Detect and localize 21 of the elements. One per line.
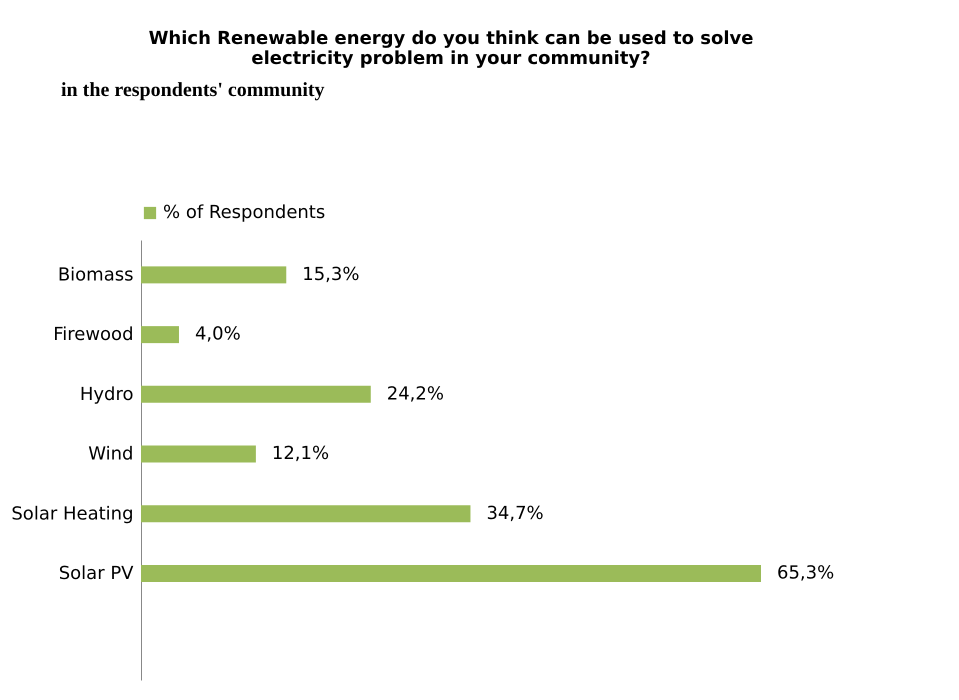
bar [141, 326, 179, 344]
data-label: 12,1% [272, 443, 330, 464]
bar [141, 446, 256, 463]
data-label: 34,7% [486, 502, 544, 524]
legend-label: % of Respondents [163, 202, 326, 223]
bar [141, 505, 470, 522]
y-tick-label: Hydro [80, 384, 134, 405]
data-label: 15,3% [302, 264, 360, 285]
y-tick-label: Wind [88, 444, 134, 465]
y-tick-label: Firewood [53, 324, 134, 346]
chart-title: Which Renewable energy do you think can be used to solve electricity problem in your community? [148, 28, 754, 69]
bar [141, 266, 286, 284]
text: in the respondents' community [61, 79, 325, 101]
y-tick-label: Solar PV [58, 562, 134, 584]
y-tick-label: Solar Heating [11, 503, 134, 524]
bar [141, 386, 371, 403]
data-label: 65,3% [777, 562, 834, 584]
data-label: 24,2% [386, 383, 444, 404]
data-label: 4,0% [194, 324, 241, 345]
bar [141, 564, 761, 582]
y-tick-label: Biomass [58, 264, 134, 286]
